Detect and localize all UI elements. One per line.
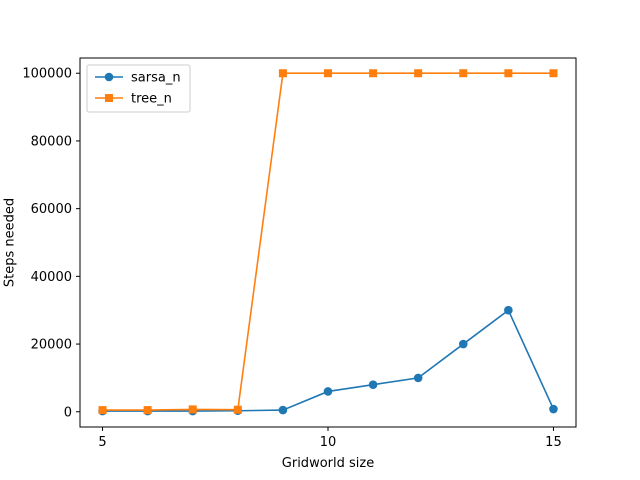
data-point-tree_n: [188, 405, 197, 414]
y-tick-label: 60000: [31, 202, 72, 217]
data-point-tree_n: [414, 69, 423, 78]
legend: sarsa_n tree_n: [86, 64, 191, 113]
axis-ticks: 5 10 15 0 20000 40000 60000 80000 100000: [22, 67, 561, 450]
y-tick-label: 100000: [22, 67, 72, 82]
x-tick-label: 15: [545, 435, 562, 450]
data-point-sarsa_n: [368, 380, 378, 389]
y-tick-label: 20000: [31, 338, 72, 353]
data-point-tree_n: [504, 69, 513, 78]
data-point-tree_n: [324, 69, 332, 78]
x-tick-label: 10: [320, 435, 337, 450]
data-point-tree_n: [278, 69, 287, 78]
legend-marker-sarsa_n: [104, 72, 114, 82]
data-point-tree_n: [369, 69, 378, 78]
data-point-tree_n: [143, 406, 152, 415]
legend-marker-tree_n: [105, 94, 113, 102]
data-point-sarsa_n: [549, 404, 558, 414]
x-tick-label: 5: [98, 435, 106, 450]
y-tick-label: 80000: [31, 134, 72, 149]
data-point-tree_n: [233, 405, 242, 414]
plot-area: [98, 69, 558, 416]
legend-label-sarsa_n: sarsa_n: [131, 71, 181, 86]
data-point-tree_n: [549, 69, 558, 78]
y-tick-label: 40000: [31, 270, 72, 285]
data-point-tree_n: [98, 406, 107, 415]
data-point-sarsa_n: [278, 405, 288, 415]
data-point-sarsa_n: [323, 387, 333, 396]
legend-label-tree_n: tree_n: [131, 92, 172, 107]
x-axis-label: Gridworld size: [282, 456, 374, 471]
data-point-sarsa_n: [458, 339, 468, 349]
y-axis-label: Steps needed: [3, 198, 18, 287]
data-point-sarsa_n: [413, 373, 423, 383]
y-tick-label: 0: [64, 405, 72, 420]
data-point-tree_n: [459, 69, 468, 78]
data-point-sarsa_n: [504, 305, 513, 315]
